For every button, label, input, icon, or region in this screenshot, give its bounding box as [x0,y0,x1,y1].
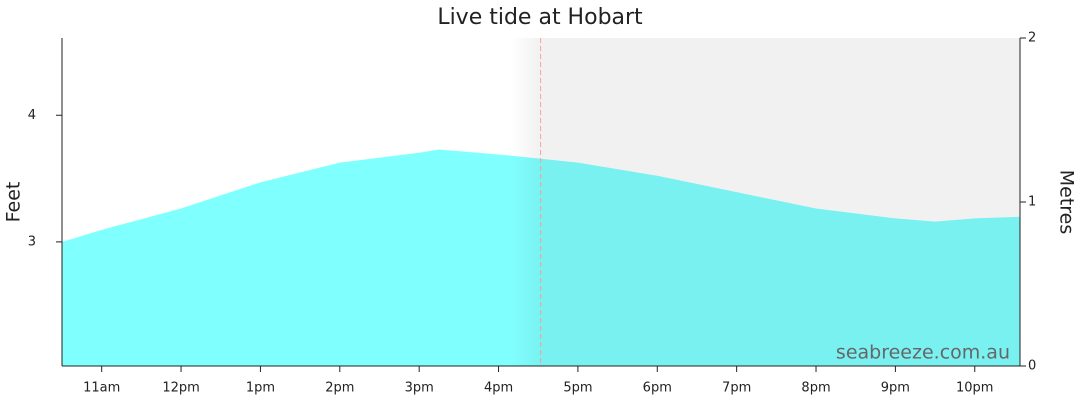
x-tick-label: 2pm [325,381,354,396]
watermark: seabreeze.com.au [836,342,1010,364]
x-tick-label: 1pm [246,381,275,396]
night-shade [540,38,1020,366]
y2-tick-label: 2 [1028,31,1036,46]
chart-title: Live tide at Hobart [437,5,643,30]
shade-fade [510,38,541,366]
x-tick-label: 10pm [956,381,993,396]
x-tick-label: 3pm [405,381,434,396]
x-tick-label: 7pm [722,381,751,396]
x-tick-label: 11am [83,381,120,396]
y-axis-label: Feet [3,182,25,223]
y2-tick-label: 1 [1028,195,1036,210]
x-tick-label: 9pm [881,381,910,396]
x-tick-label: 8pm [801,381,830,396]
y2-tick-label: 0 [1028,359,1036,374]
x-tick-label: 6pm [643,381,672,396]
y-tick-label: 3 [28,234,36,249]
y-tick-label: 4 [28,108,36,123]
x-tick-label: 12pm [162,381,199,396]
x-tick-label: 5pm [563,381,592,396]
y2-axis-label: Metres [1056,170,1078,235]
x-tick-label: 4pm [484,381,513,396]
